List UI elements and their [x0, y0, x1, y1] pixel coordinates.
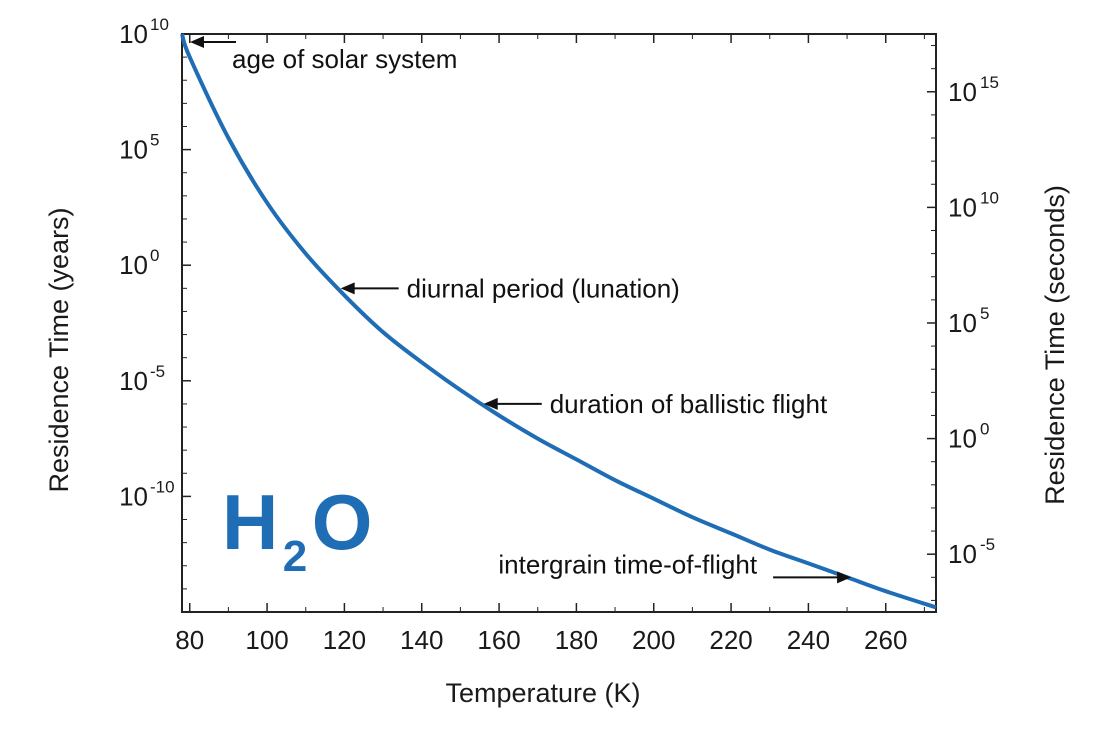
annotation-arrow-head [837, 571, 852, 584]
species-label-tail: O [312, 478, 373, 566]
y-right-tick-label: 10 [948, 308, 977, 338]
annotation-arrow-head [190, 36, 204, 48]
y-right-tick-label: 10 [948, 424, 977, 454]
plot-frame [181, 33, 937, 613]
x-tick-label: 200 [632, 625, 675, 655]
y-left-tick-label: 10 [119, 250, 148, 280]
species-label-subscript: 2 [283, 532, 307, 581]
x-tick-label: 220 [709, 625, 752, 655]
x-tick-label: 100 [245, 625, 288, 655]
x-tick-label: 140 [400, 625, 443, 655]
x-tick-label: 180 [555, 625, 598, 655]
x-axis-ticks: 80 100 120 140 160 180 200 220 240 260 [175, 34, 925, 655]
y-right-tick-exponent: 5 [980, 304, 989, 323]
y-axis-left-label: Residence Time (years) [44, 207, 74, 492]
y-axis-right-label: Residence Time (seconds) [1040, 185, 1070, 505]
annotations-group: age of solar system diurnal period (lunat… [190, 36, 852, 584]
x-tick-label: 240 [787, 625, 830, 655]
x-tick-label: 120 [323, 625, 366, 655]
x-tick-label: 160 [477, 625, 520, 655]
y-left-tick-label: 10 [119, 366, 148, 396]
y-right-tick-exponent: 0 [980, 420, 989, 439]
y-left-tick-label: 10 [119, 19, 148, 49]
y-left-tick-exponent: 10 [150, 15, 169, 34]
y-left-tick-label: 10 [119, 481, 148, 511]
y-left-tick-label: 10 [119, 135, 148, 165]
y-left-tick-exponent: -5 [150, 362, 165, 381]
y-left-tick-exponent: 0 [150, 246, 159, 265]
annotation-label: intergrain time-of-flight [498, 549, 757, 579]
annotation-arrow-head [340, 282, 355, 295]
y-right-tick-label: 10 [948, 539, 977, 569]
y-right-tick-label: 10 [948, 77, 977, 107]
series-line [180, 33, 937, 610]
y-right-tick-exponent: -5 [980, 535, 995, 554]
y-left-tick-exponent: -10 [150, 477, 175, 496]
x-tick-label: 80 [175, 625, 204, 655]
y-right-tick-label: 10 [948, 192, 977, 222]
annotation-arrow-head [483, 397, 498, 410]
x-tick-label: 260 [864, 625, 907, 655]
annotation-label: age of solar system [232, 44, 457, 74]
annotation-label: diurnal period (lunation) [407, 273, 680, 303]
species-label: H 2 O [222, 478, 372, 581]
species-label-main: H [222, 478, 278, 566]
x-axis-label: Temperature (K) [445, 678, 640, 708]
y-right-tick-exponent: 10 [980, 188, 999, 207]
series-group [180, 33, 937, 610]
y-left-tick-exponent: 5 [150, 131, 159, 150]
y-right-tick-exponent: 15 [980, 73, 999, 92]
annotation-label: duration of ballistic flight [550, 389, 828, 419]
